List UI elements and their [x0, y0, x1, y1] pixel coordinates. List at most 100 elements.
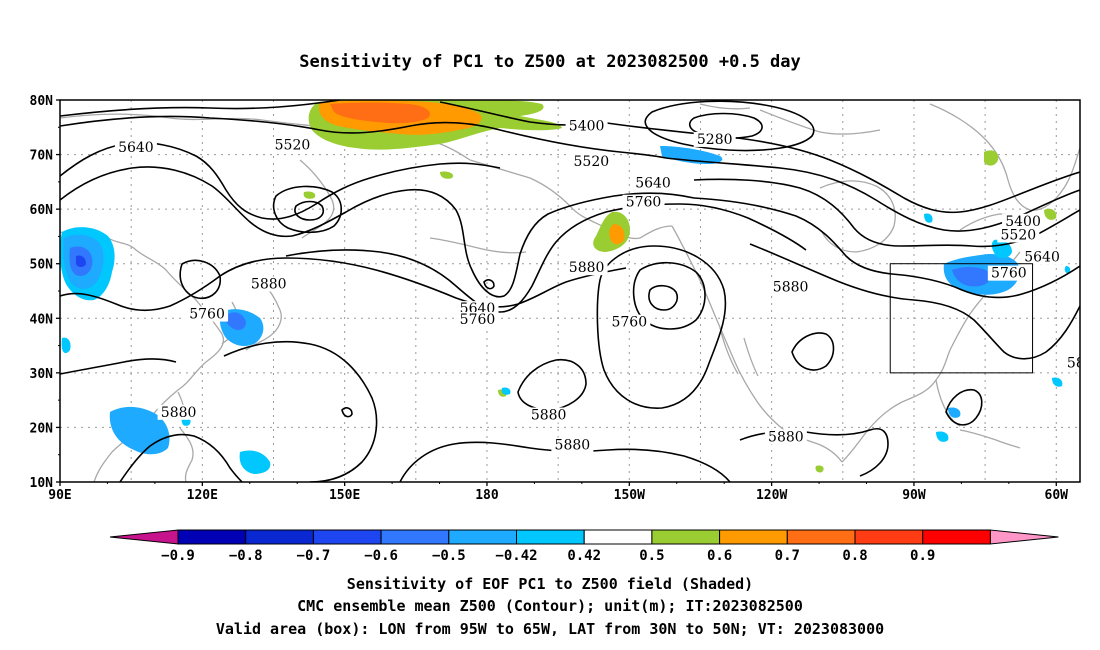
colorbar-label: 0.5 — [639, 548, 664, 564]
contour-line-5880-gulf — [791, 332, 835, 371]
contour-label-background — [622, 194, 665, 210]
contour-label: 5880 — [555, 438, 591, 454]
contour-label: 5880 — [1067, 356, 1100, 372]
contour-label-background — [114, 140, 157, 156]
lon-tick-label: 120W — [756, 488, 787, 503]
colorbar-label: −0.8 — [229, 548, 263, 564]
colorbar-segment — [312, 529, 382, 545]
caption-line-3: Valid area (box): LON from 95W to 65W, L… — [216, 620, 884, 638]
longitude-axis: 90E 120E 150E 180 150W 120W 90W 60W — [48, 482, 1068, 503]
contour-label: 5880 — [531, 408, 567, 424]
shade-gulf-green — [815, 465, 824, 473]
lon-tick-label: 60W — [1045, 488, 1069, 503]
contour-line-5880-subtropical-2 — [119, 433, 243, 482]
lat-tick-label: 40N — [30, 312, 54, 327]
map-background — [60, 100, 1080, 482]
lat-tick-label: 50N — [30, 258, 54, 273]
colorbar-segment — [516, 529, 585, 545]
contour-label-background — [764, 429, 807, 445]
contour-line-5760-west — [60, 166, 695, 298]
contour-label-background — [608, 314, 651, 330]
colorbar-label: −0.6 — [364, 548, 398, 564]
caption-line-1: Sensitivity of EOF PC1 to Z500 field (Sh… — [347, 575, 753, 593]
colorbar-label: 0.6 — [707, 548, 732, 564]
contour-line-5520-closed-bering — [294, 200, 325, 221]
contour-label-background — [551, 437, 594, 453]
shade-caribbean-blue — [948, 407, 961, 418]
coastline-aleutians — [429, 237, 527, 254]
contour-label-background — [456, 312, 499, 328]
contour-label-background — [247, 276, 290, 292]
lon-tick-label: 90W — [902, 488, 926, 503]
map-content: 5640 552054005280552056405760540055205640… — [60, 100, 1100, 482]
contour-label-background — [186, 306, 229, 322]
shade-atlantic-blue-2 — [1064, 266, 1071, 274]
shade-atlantic-green — [1044, 208, 1057, 220]
contour-line-5640-trough — [285, 203, 807, 313]
lon-tick-label: 120E — [187, 488, 218, 503]
colorbar-segment — [651, 529, 721, 545]
shade-alaska-orange — [609, 224, 625, 245]
shade-quebec-blue — [924, 213, 933, 223]
contour-label: 5760 — [189, 307, 225, 323]
contour-line-5880-atlantic — [945, 388, 983, 426]
colorbar-label: 0.42 — [567, 548, 601, 564]
contour-line-5400-closed — [644, 100, 815, 152]
lat-tick-label: 30N — [30, 367, 54, 382]
colorbar-label: 0.8 — [842, 548, 867, 564]
colorbar-segment — [719, 529, 788, 545]
contour-label-background — [565, 118, 608, 134]
contour-label-background — [997, 227, 1040, 243]
coastline-hudson-bay — [819, 180, 896, 253]
contour-label-background — [1021, 249, 1064, 265]
contour-label: 5880 — [569, 260, 605, 276]
shade-west-pacific-blue — [61, 337, 71, 354]
z500-contours — [60, 100, 1080, 482]
contour-label-background — [1002, 213, 1045, 229]
colorbar-label: −0.5 — [432, 548, 466, 564]
coastline-north-america-west — [671, 225, 843, 463]
colorbar-label: 0.7 — [775, 548, 800, 564]
contour-label: 5520 — [275, 137, 311, 153]
colorbar-label: −0.7 — [297, 548, 331, 564]
latitude-axis: 80N 70N 60N 50N 40N 30N 20N 10N — [30, 94, 60, 491]
coastline-gulf-of-mexico — [841, 349, 951, 463]
contour-label: 5760 — [626, 195, 662, 211]
colorbar-label: 0.9 — [910, 548, 935, 564]
contour-line-5880-subtropical — [60, 340, 378, 482]
contour-label: 5640 — [1024, 249, 1060, 265]
lon-tick-label: 150W — [614, 488, 645, 503]
coastline-alaska — [469, 159, 673, 240]
contour-line-5880-low-ring — [596, 245, 727, 409]
coastline-caribbean — [959, 429, 1021, 449]
contour-label-background — [693, 131, 736, 147]
contour-label: 5760 — [611, 315, 647, 331]
shade-korea-dark-blue — [225, 312, 246, 330]
contour-line-5640-closed-bering — [272, 185, 343, 234]
contour-label: 5520 — [1001, 227, 1037, 243]
lat-tick-label: 20N — [30, 421, 54, 436]
shade-siberia-dark-orange — [330, 102, 430, 124]
contour-label-background — [570, 153, 613, 169]
contour-label-background — [987, 265, 1030, 281]
coastline-arctic-islands — [699, 103, 881, 135]
shade-philippines-blue-2 — [239, 450, 271, 474]
colorbar-segment — [854, 529, 924, 545]
colorbar-segment — [380, 529, 450, 545]
contour-label-background — [157, 404, 200, 420]
contour-label-background — [1063, 355, 1080, 371]
colorbar-max-triangle — [989, 529, 1059, 545]
contour-label: 5880 — [773, 279, 809, 295]
contour-line-5760-closed-low — [632, 261, 706, 330]
contour-label: 5640 — [118, 140, 154, 156]
figure-title: Sensitivity of PC1 to Z500 at 2023082500… — [299, 52, 801, 72]
colorbar-label: −0.9 — [161, 548, 195, 564]
colorbar-segment — [583, 529, 653, 545]
contour-line-5280-closed — [688, 112, 763, 139]
contour-label: 5760 — [991, 266, 1027, 282]
contour-line-5640-closed-low — [648, 284, 679, 311]
contour-label: 5280 — [697, 132, 733, 148]
contour-label: 5520 — [574, 154, 610, 170]
shade-labrador-dark-blue — [952, 267, 991, 287]
contour-label: 5400 — [1005, 214, 1041, 230]
